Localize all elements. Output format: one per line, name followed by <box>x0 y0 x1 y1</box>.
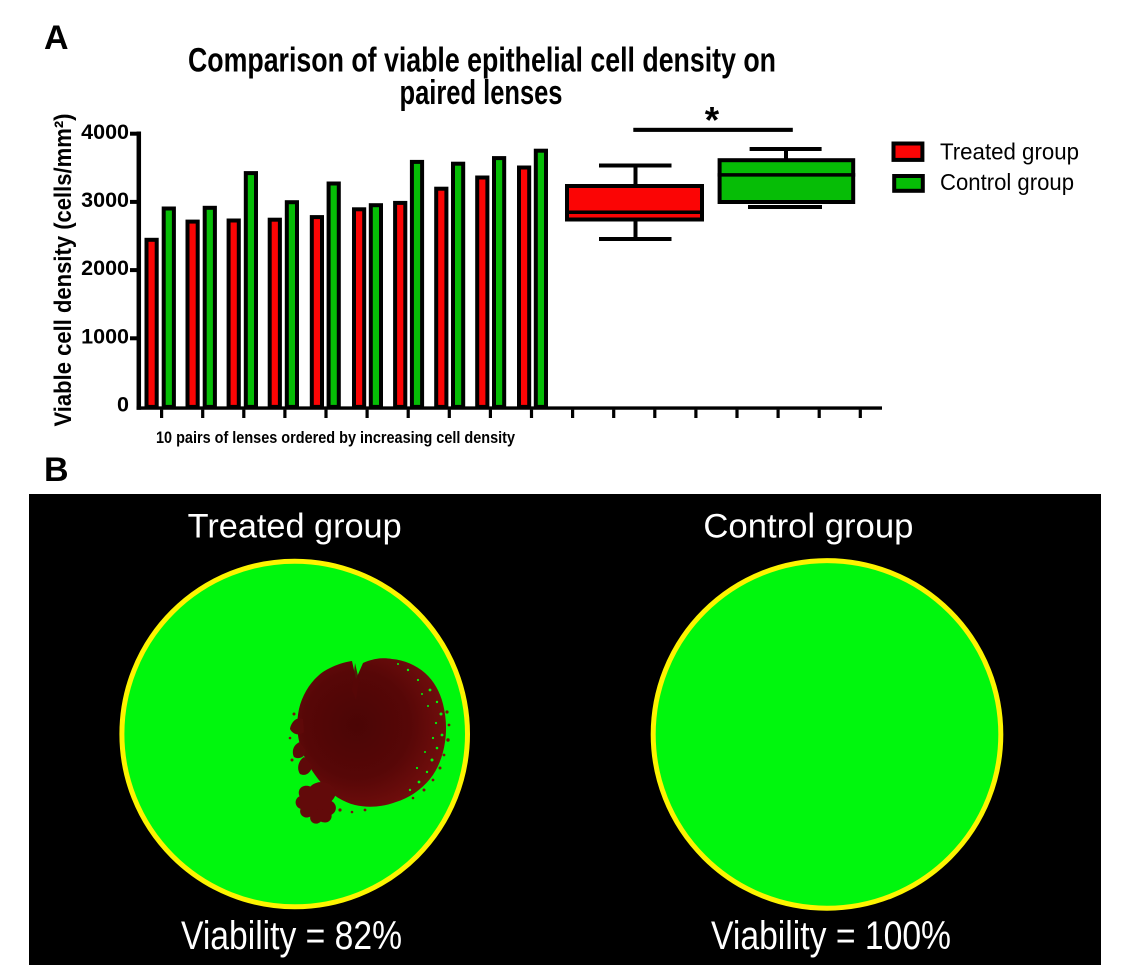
svg-text:2000: 2000 <box>81 256 129 280</box>
svg-text:A: A <box>44 19 69 57</box>
svg-text:10 pairs of lenses ordered by: 10 pairs of lenses ordered by increasing… <box>156 428 515 447</box>
svg-text:paired lenses: paired lenses <box>400 74 563 112</box>
svg-text:Control group: Control group <box>703 508 913 546</box>
svg-text:0: 0 <box>117 393 129 417</box>
svg-text:Treated group: Treated group <box>188 508 402 546</box>
svg-text:3000: 3000 <box>81 188 129 212</box>
svg-text:Viable cell density (cells/mm²: Viable cell density (cells/mm²) <box>50 114 77 427</box>
svg-text:Treated group: Treated group <box>940 139 1079 165</box>
svg-text:Comparison of viable epithelia: Comparison of viable epithelial cell den… <box>188 42 776 80</box>
svg-text:Control group: Control group <box>940 169 1074 195</box>
svg-text:4000: 4000 <box>81 120 129 144</box>
svg-text:1000: 1000 <box>81 325 129 349</box>
svg-text:*: * <box>705 100 720 141</box>
svg-text:Viability = 100%: Viability = 100% <box>711 914 951 958</box>
svg-text:Viability = 82%: Viability = 82% <box>181 914 402 958</box>
svg-text:B: B <box>44 451 69 489</box>
